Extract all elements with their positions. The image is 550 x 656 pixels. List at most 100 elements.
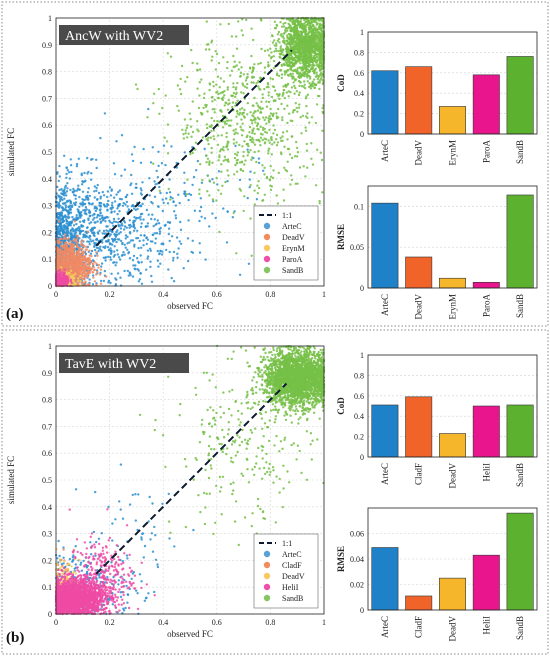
data-point	[146, 238, 150, 241]
data-point	[293, 30, 297, 33]
data-point	[261, 93, 264, 96]
data-point	[75, 229, 79, 232]
data-point	[291, 72, 294, 76]
data-point	[283, 166, 286, 169]
data-point	[207, 142, 210, 146]
data-point	[298, 84, 301, 88]
data-point	[256, 192, 259, 195]
data-point	[60, 241, 63, 244]
data-point	[117, 238, 121, 241]
data-point	[124, 234, 128, 237]
data-point	[232, 85, 235, 89]
data-point	[115, 240, 118, 244]
data-point	[95, 207, 99, 210]
data-point	[63, 197, 66, 200]
data-point	[255, 102, 258, 105]
data-point	[126, 269, 129, 273]
data-point	[168, 250, 171, 254]
data-point	[83, 275, 86, 278]
data-point	[245, 18, 248, 22]
data-point	[240, 66, 243, 69]
data-point	[99, 197, 102, 200]
data-point	[157, 87, 160, 91]
data-point	[297, 79, 301, 83]
data-point	[128, 257, 132, 260]
data-point	[311, 163, 315, 166]
data-point	[93, 226, 97, 229]
data-point	[191, 100, 194, 103]
data-point	[198, 192, 201, 196]
data-point	[146, 257, 149, 260]
data-point	[279, 151, 283, 154]
data-point	[189, 125, 193, 128]
data-point	[62, 208, 66, 212]
data-point	[225, 131, 228, 135]
data-point	[282, 188, 285, 191]
data-point	[243, 163, 246, 166]
data-point	[283, 73, 287, 76]
data-point	[105, 215, 109, 219]
data-point	[89, 252, 93, 255]
data-point	[115, 278, 118, 281]
data-point	[240, 91, 243, 94]
data-point	[304, 20, 307, 24]
data-point	[109, 194, 113, 197]
data-point	[297, 31, 300, 35]
data-point	[294, 51, 298, 54]
data-point	[60, 206, 64, 209]
data-point	[206, 126, 209, 130]
data-point	[147, 107, 150, 111]
data-point	[87, 187, 90, 190]
data-point	[68, 263, 72, 266]
data-point	[85, 208, 88, 211]
data-point	[198, 251, 202, 254]
data-point	[246, 113, 249, 116]
data-point	[203, 147, 206, 151]
data-point	[217, 159, 220, 162]
data-point	[132, 207, 136, 210]
data-point	[64, 191, 67, 195]
data-point	[111, 221, 114, 225]
data-point	[269, 112, 273, 115]
y-tick-label: 0	[48, 282, 52, 291]
data-point	[135, 217, 138, 220]
data-point	[270, 95, 274, 99]
data-point	[86, 258, 89, 261]
data-point	[253, 171, 256, 175]
data-point	[263, 173, 266, 176]
data-point	[223, 104, 226, 107]
data-point	[261, 126, 265, 129]
data-point	[57, 269, 60, 272]
data-point	[265, 100, 268, 103]
data-point	[124, 246, 127, 249]
data-point	[133, 243, 136, 246]
data-point	[214, 216, 217, 220]
data-point	[158, 252, 161, 255]
data-point	[212, 135, 215, 138]
data-point	[57, 254, 60, 257]
data-point	[167, 227, 171, 230]
data-point	[243, 116, 246, 119]
data-point	[99, 205, 102, 208]
data-point	[273, 141, 276, 144]
data-point	[177, 193, 180, 196]
data-point	[321, 106, 324, 110]
data-point	[126, 248, 129, 251]
data-point	[66, 230, 69, 233]
data-point	[215, 199, 218, 202]
data-point	[306, 33, 309, 36]
data-point	[66, 187, 69, 190]
data-point	[265, 138, 268, 141]
data-point	[72, 280, 76, 283]
data-point	[286, 160, 289, 163]
data-point	[206, 139, 210, 142]
data-point	[210, 129, 213, 133]
data-point	[116, 207, 119, 210]
data-point	[64, 204, 68, 207]
data-point	[131, 159, 135, 163]
data-point	[78, 205, 81, 208]
data-point	[168, 191, 172, 194]
data-point	[99, 211, 102, 214]
data-point	[285, 39, 288, 42]
data-point	[77, 211, 81, 214]
